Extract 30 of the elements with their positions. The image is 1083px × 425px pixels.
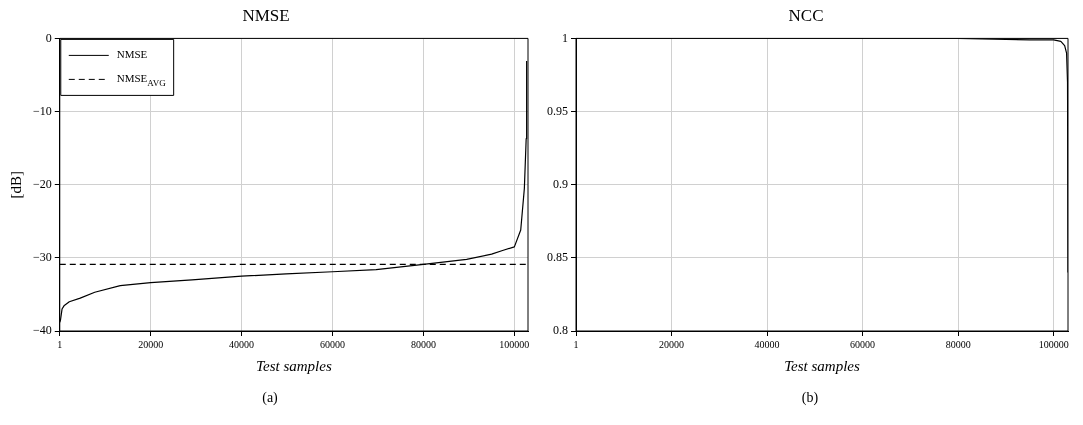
x-tick-label: 60000 — [320, 338, 346, 350]
x-tick-label: 20000 — [138, 338, 164, 350]
x-tick-label: 100000 — [499, 338, 530, 350]
x-tick-label: 20000 — [659, 338, 685, 350]
x-tick-label: 1 — [573, 338, 579, 350]
y-tick-label: −40 — [32, 323, 52, 338]
y-tick-label: 0.8 — [553, 323, 568, 338]
x-tick-label: 1 — [57, 338, 63, 350]
y-tick-label: −10 — [32, 103, 52, 118]
y-tick-label: 0.9 — [553, 176, 568, 191]
x-tick-label: 40000 — [229, 338, 255, 350]
legend-label: NMSE — [116, 48, 148, 61]
chart-title: NMSE — [242, 5, 290, 25]
y-tick-label: −30 — [32, 250, 52, 265]
chart-title: NCC — [788, 5, 824, 25]
x-tick-label: 60000 — [850, 338, 876, 350]
text: (a) — [262, 390, 278, 406]
x-tick-label: 80000 — [945, 338, 971, 350]
x-axis-title: Test samples — [784, 357, 861, 374]
y-tick-label: 0.95 — [547, 103, 568, 118]
x-tick-label: 40000 — [754, 338, 780, 350]
y-tick-label: 1 — [562, 30, 568, 45]
x-tick-label: 100000 — [1038, 338, 1069, 350]
x-axis-title: Test samples — [256, 357, 332, 374]
y-tick-label: 0 — [45, 30, 52, 45]
y-tick-label: −20 — [32, 176, 52, 191]
text: (b) — [801, 390, 819, 406]
y-tick-label: 0.85 — [547, 250, 568, 265]
y-axis-title: [dB] — [7, 170, 24, 199]
x-tick-label: 80000 — [410, 338, 436, 350]
